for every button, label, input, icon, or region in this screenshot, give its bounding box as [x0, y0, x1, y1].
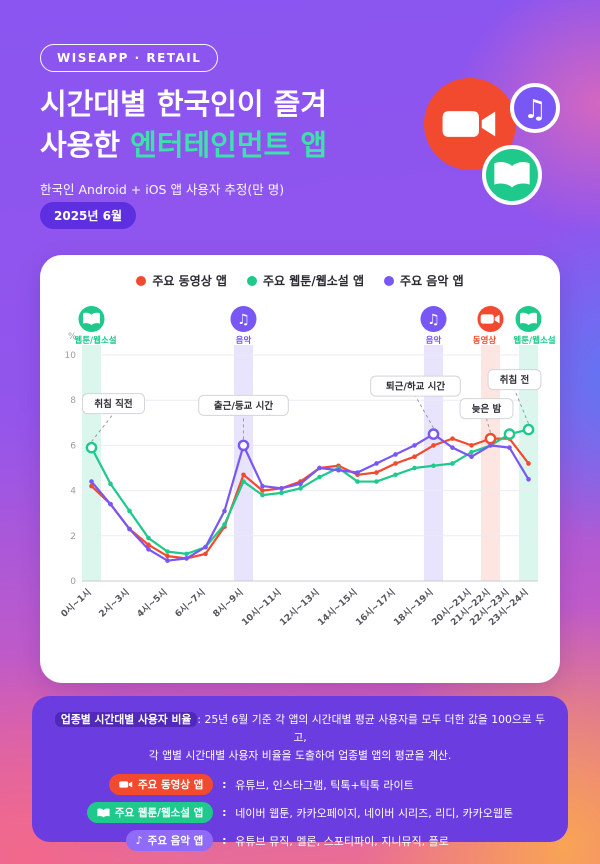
highlight-band: [424, 345, 443, 581]
svg-text:웹툰/웹소설: 웹툰/웹소설: [513, 335, 555, 346]
highlight-point: [503, 428, 516, 440]
svg-text:0시~1시: 0시~1시: [59, 587, 94, 620]
video-apps-list: 유튜브, 인스타그램, 틱톡+틱톡 라이트: [235, 778, 414, 792]
legend-label-video: 주요 동영상 앱: [152, 274, 227, 288]
svg-text:퇴근/하교 시간: 퇴근/하교 시간: [386, 381, 445, 393]
video-icon: [442, 111, 496, 137]
svg-text:12시~13시: 12시~13시: [278, 587, 322, 628]
svg-text:%: %: [68, 332, 77, 342]
legend-item-music: 주요 음악 앱: [384, 272, 464, 289]
highlight-band: [234, 345, 253, 581]
svg-text:4: 4: [70, 487, 76, 497]
music-category-pill: ♪ 주요 음악 앱: [125, 830, 214, 852]
book-icon: [494, 161, 530, 188]
title-line-2-prefix: 사용한: [40, 128, 131, 162]
svg-text:10: 10: [65, 351, 77, 361]
svg-text:10시~11시: 10시~11시: [240, 587, 284, 628]
highlight-point: [85, 441, 98, 454]
svg-text:16시~17시: 16시~17시: [354, 587, 398, 628]
highlight-point: [484, 432, 497, 445]
brand-badge: WISEAPP · RETAIL: [40, 44, 219, 72]
book-icon: [83, 312, 100, 325]
legend-label-music: 주요 음악 앱: [400, 274, 464, 288]
svg-text:웹툰/웹소설: 웹툰/웹소설: [74, 335, 116, 346]
video-category-pill: 주요 동영상 앱: [109, 774, 214, 796]
music-series-dot: [384, 275, 395, 286]
title-line-1: 시간대별 한국인이 즐겨: [40, 87, 327, 121]
music-badge-circle: [230, 306, 257, 332]
footer-card: 업종별 시간대별 사용자 비율: 25년 6월 기준 각 앱의 시간대별 평균 …: [32, 696, 568, 852]
category-legend: 주요 동영상 앱 : 유튜브, 인스타그램, 틱톡+틱톡 라이트 주요 웹툰/웹…: [50, 774, 550, 852]
music-badge-circle: [420, 306, 447, 332]
separator: :: [222, 778, 227, 792]
webtoon-series-dot: [246, 275, 257, 286]
music-icon: ♫: [237, 312, 250, 328]
svg-text:늦은 밤: 늦은 밤: [472, 403, 502, 415]
legend-item-video: 주요 동영상 앱: [136, 272, 227, 289]
music-icon: ♫: [523, 95, 546, 125]
svg-text:취침 전: 취침 전: [500, 374, 530, 386]
svg-text:8시~9시: 8시~9시: [211, 587, 246, 620]
music-icon: ♫: [427, 312, 440, 328]
music-circle: [510, 83, 560, 133]
svg-text:4시~5시: 4시~5시: [135, 587, 170, 620]
decorative-app-icons: ♫: [424, 78, 560, 205]
callout-box: [370, 375, 461, 397]
webtoon-apps-list: 네이버 웹툰, 카카오페이지, 네이버 시리즈, 리디, 카카오웹툰: [235, 806, 514, 820]
chart-legend: 주요 동영상 앱 주요 웹툰/웹소설 앱 주요 음악 앱: [40, 255, 560, 289]
title-line-2-accent: 엔터테인먼트 앱: [130, 128, 327, 162]
date-badge: 2025년 6월: [40, 202, 137, 229]
video-icon: [119, 781, 133, 789]
music-category-label: 주요 음악 앱: [147, 835, 204, 848]
subtitle: 한국인 Android + iOS 앱 사용자 추정(만 명): [40, 182, 285, 197]
legend-item-webtoon: 주요 웹툰/웹소설 앱: [246, 272, 365, 289]
book-icon: [97, 808, 110, 818]
video-icon: [480, 314, 500, 324]
video-series-dot: [136, 275, 147, 286]
svg-text:동영상: 동영상: [473, 335, 497, 346]
callout-box: [198, 394, 289, 416]
music-apps-list: 유튜브 뮤직, 멜론, 스포티파이, 지니뮤직, 플로: [235, 834, 449, 848]
highlight-point: [427, 428, 440, 440]
svg-text:18시~19시: 18시~19시: [392, 587, 436, 628]
highlight-point: [522, 423, 535, 436]
footnote-line-1: : 25년 6월 기준 각 앱의 시간대별 평균 사용자를 모두 더한 값을 1…: [197, 713, 546, 744]
svg-text:취침 직전: 취침 직전: [94, 398, 132, 410]
separator: :: [222, 834, 227, 848]
chart-card: 주요 동영상 앱 주요 웹툰/웹소설 앱 주요 음악 앱 0 2 4 6 8 10% 0시~…: [40, 255, 560, 683]
svg-text:0: 0: [70, 577, 76, 587]
svg-text:음악: 음악: [236, 335, 252, 346]
separator: :: [222, 806, 227, 820]
legend-label-webtoon: 주요 웹툰/웹소설 앱: [262, 274, 365, 288]
svg-text:2: 2: [70, 532, 76, 542]
footnote-line-2: 각 앱별 시간대별 사용자 비율을 도출하여 업종별 앱의 평균을 계산.: [148, 748, 452, 762]
callout-box: [82, 393, 145, 415]
svg-text:14시~15시: 14시~15시: [316, 587, 360, 628]
video-category-label: 주요 동영상 앱: [138, 779, 204, 792]
footnote: 업종별 시간대별 사용자 비율: 25년 6월 기준 각 앱의 시간대별 평균 …: [50, 711, 550, 764]
book-icon: [520, 312, 537, 325]
series-line-1: [90, 428, 530, 555]
svg-text:6: 6: [70, 441, 76, 451]
line-chart: 0 2 4 6 8 10% 0시~1시 2시~3시 4시~5시 6시~7시 8시~9시10시~11시…: [59, 306, 556, 628]
callout-box: [487, 369, 542, 391]
series-line-2: [90, 433, 530, 562]
highlight-band: [82, 345, 101, 581]
highlight-point: [237, 439, 250, 452]
webtoon-category-label: 주요 웹툰/웹소설 앱: [114, 807, 204, 820]
callout-box: [459, 398, 514, 420]
footnote-title: 업종별 시간대별 사용자 비율: [54, 712, 198, 727]
svg-text:2시~3시: 2시~3시: [97, 587, 132, 620]
music-icon: ♪: [135, 834, 143, 848]
webtoon-category-pill: 주요 웹툰/웹소설 앱: [86, 802, 214, 824]
svg-text:8: 8: [70, 396, 76, 406]
svg-text:출근/등교 시간: 출근/등교 시간: [214, 400, 273, 412]
svg-text:음악: 음악: [426, 335, 442, 346]
svg-text:6시~7시: 6시~7시: [173, 587, 208, 620]
